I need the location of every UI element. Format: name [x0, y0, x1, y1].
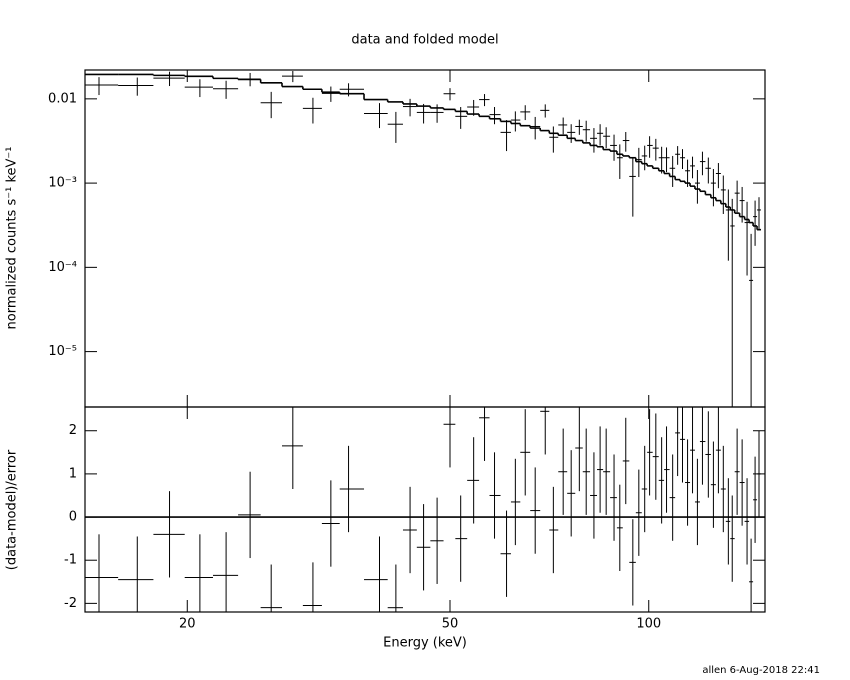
y-tick-label: 10⁻⁵	[48, 344, 77, 359]
y-tick-label: 2	[69, 423, 77, 438]
plot-frame	[84, 406, 766, 613]
top-plot	[85, 71, 761, 407]
y-tick-label: -1	[64, 553, 77, 568]
y-tick-label: 1	[69, 466, 77, 481]
x-tick-label: 100	[636, 617, 661, 632]
y-tick-label: 0.01	[48, 91, 77, 106]
x-tick-label: 20	[179, 617, 196, 632]
y-tick-label: 10⁻⁴	[48, 260, 77, 275]
chart-title: data and folded model	[351, 33, 498, 48]
x-tick-label: 50	[442, 617, 459, 632]
y-tick-label: -2	[64, 596, 77, 611]
bottom-plot	[85, 407, 765, 612]
y-tick-label: 0	[69, 510, 77, 525]
y-tick-label: 10⁻³	[48, 176, 77, 191]
x-axis-label: Energy (keV)	[383, 636, 467, 651]
y-axis-label: normalized counts s⁻¹ keV⁻¹	[5, 147, 20, 330]
footer-annotation: allen 6-Aug-2018 22:41	[702, 665, 820, 676]
y-axis-label: (data-model)/error	[5, 449, 20, 570]
